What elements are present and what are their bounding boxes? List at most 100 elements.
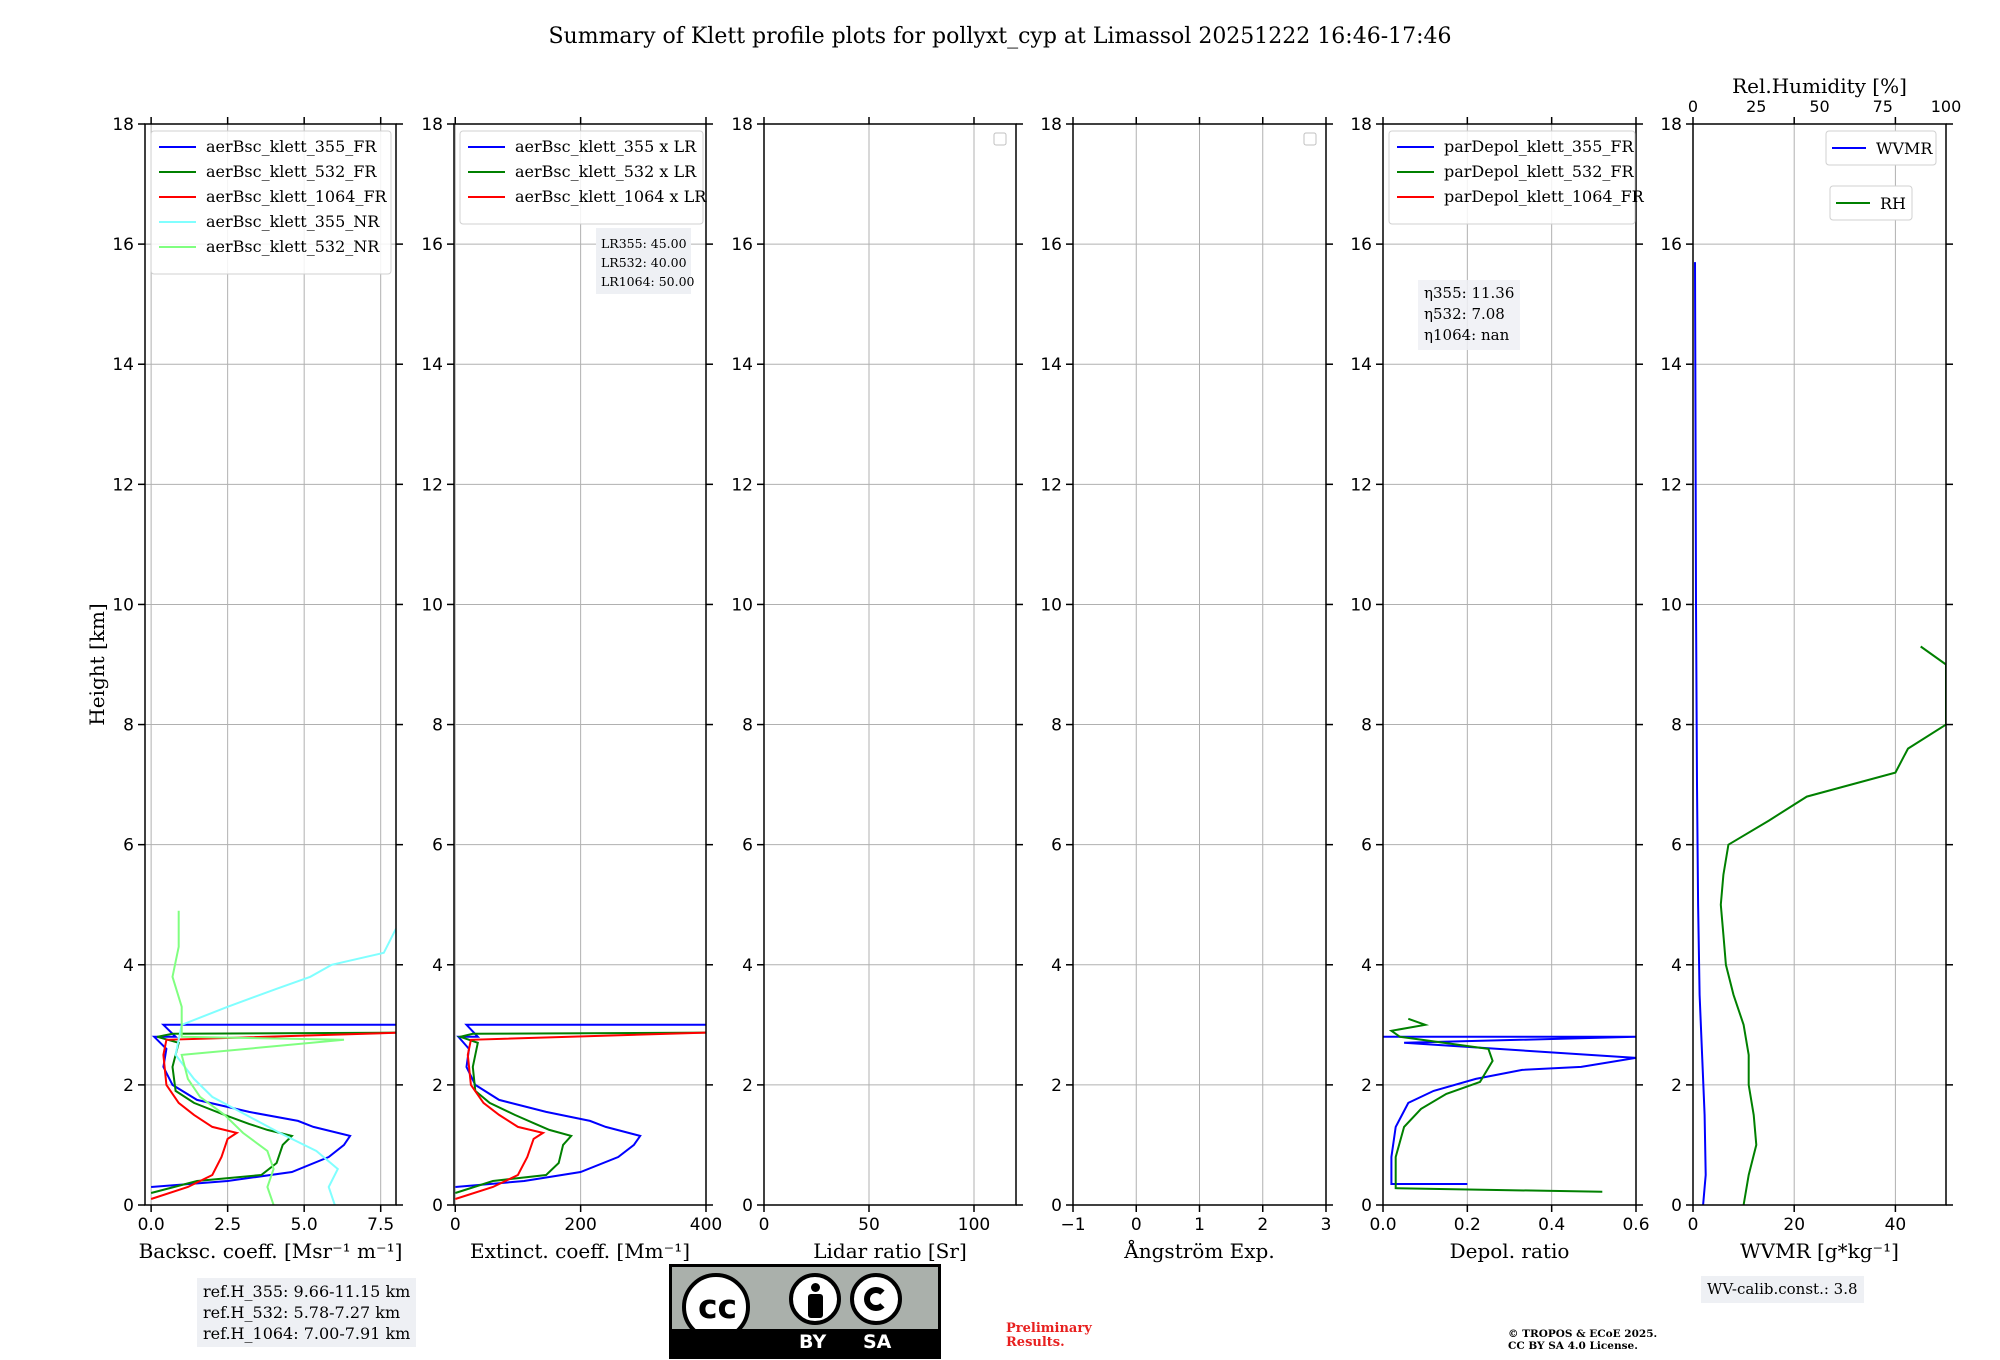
xtick-label: 7.5 <box>367 1215 394 1235</box>
cc-by-sa-badge: cc BY SA <box>669 1264 941 1359</box>
ytick-label: 2 <box>1671 1076 1682 1096</box>
series-aerBsc_klett_355 x LR <box>455 1023 706 1188</box>
ytick-label: 0 <box>123 1196 134 1216</box>
xtick-label: 5.0 <box>291 1215 318 1235</box>
xtick-label: 0 <box>759 1215 770 1235</box>
ytick-label: 6 <box>742 836 753 856</box>
legend-box <box>1829 185 1913 221</box>
panel-depol: 0 2 4 6 8 10 12 14 16 18 0.0 0.2 0.4 0.6 Depol. ratio p… <box>1350 115 1649 1263</box>
ytick-label: 2 <box>123 1076 134 1096</box>
ytick-label: 10 <box>1660 595 1682 615</box>
legend-entry: aerBsc_klett_532_FR <box>206 162 377 181</box>
series-aerBsc_klett_532_FR <box>150 1031 396 1194</box>
ytick-label: 16 <box>112 235 134 255</box>
ytick-label: 16 <box>421 235 443 255</box>
xtick-label: 40 <box>1885 1215 1907 1235</box>
ytick-label: 12 <box>731 475 753 495</box>
ytick-label: 4 <box>1051 956 1062 976</box>
y-axis-label: Height [km] <box>85 603 109 725</box>
top-xtick-label: 0 <box>1688 97 1698 116</box>
ytick-label: 2 <box>1361 1076 1372 1096</box>
xtick-label: 2 <box>1257 1215 1268 1235</box>
ytick-label: 0 <box>1361 1196 1372 1216</box>
x-axis-label: WVMR [g*kg⁻¹] <box>1740 1239 1899 1263</box>
empty-legend <box>993 132 1007 146</box>
eta-entry: η355: 11.36 <box>1424 284 1514 302</box>
series-aerBsc_klett_1064 x LR <box>454 1031 706 1200</box>
ytick-label: 14 <box>731 355 753 375</box>
ref-height-355: ref.H_355: 9.66-11.15 km <box>203 1282 411 1301</box>
top-xtick-label: 50 <box>1809 97 1829 116</box>
ytick-label: 0 <box>1051 1196 1062 1216</box>
eta-entry: η532: 7.08 <box>1424 305 1505 323</box>
wv-calib-const: WV-calib.const.: 3.8 <box>1707 1280 1858 1298</box>
wv-calibration-box: WV-calib.const.: 3.8 <box>1701 1276 1864 1303</box>
series-RH <box>1719 645 1946 1205</box>
ytick-label: 16 <box>1350 235 1372 255</box>
ytick-label: 6 <box>1671 836 1682 856</box>
xtick-label: −1 <box>1060 1215 1085 1235</box>
xtick-label: 1 <box>1194 1215 1205 1235</box>
ytick-label: 8 <box>1361 716 1372 736</box>
copyright-line-1: © TROPOS & ECoE 2025. <box>1508 1328 1658 1340</box>
ytick-label: 2 <box>432 1076 443 1096</box>
preliminary-line-1: Preliminary <box>1006 1321 1092 1336</box>
ytick-label: 18 <box>731 115 753 135</box>
top-xtick-label: 100 <box>1931 97 1962 116</box>
ytick-label: 4 <box>1671 956 1682 976</box>
ytick-label: 14 <box>421 355 443 375</box>
series-group <box>1694 262 1946 1205</box>
x-axis-label: Backsc. coeff. [Msr⁻¹ m⁻¹] <box>139 1239 403 1263</box>
ref-height-1064: ref.H_1064: 7.00-7.91 km <box>203 1324 411 1343</box>
ytick-label: 12 <box>1350 475 1372 495</box>
ref-height-532: ref.H_532: 5.78-7.27 km <box>203 1303 401 1322</box>
series-aerBsc_klett_1064_FR <box>150 1031 396 1200</box>
ytick-label: 2 <box>742 1076 753 1096</box>
panel-wvmr-rh: 0 2 4 6 8 10 12 14 16 18 0 20 40 WVMR [g*kg⁻¹] 0 25 50 75… <box>1660 74 1961 1263</box>
cc-text: cc <box>698 1287 738 1326</box>
series-aerBsc_klett_355_NR <box>174 928 396 1205</box>
legend-box <box>1388 130 1636 225</box>
ytick-label: 14 <box>112 355 134 375</box>
ytick-label: 18 <box>421 115 443 135</box>
x-axis-label: Lidar ratio [Sr] <box>813 1239 967 1263</box>
top-xtick-label: 25 <box>1746 97 1766 116</box>
series-aerBsc_klett_532_NR <box>171 910 345 1205</box>
series-WVMR <box>1694 262 1707 1205</box>
xtick-label: 0.6 <box>1622 1215 1649 1235</box>
ytick-label: 14 <box>1350 355 1372 375</box>
copyright-line-2: CC BY SA 4.0 License. <box>1508 1340 1638 1352</box>
xtick-label: 3 <box>1321 1215 1332 1235</box>
legend-entry: aerBsc_klett_355_FR <box>206 137 377 156</box>
eta-entry: η1064: nan <box>1424 326 1510 344</box>
xtick-label: 0.0 <box>1369 1215 1396 1235</box>
ytick-label: 6 <box>432 836 443 856</box>
ytick-label: 14 <box>1660 355 1682 375</box>
ytick-label: 8 <box>742 716 753 736</box>
figure-title: Summary of Klett profile plots for polly… <box>548 24 1451 49</box>
ytick-label: 18 <box>1660 115 1682 135</box>
ytick-label: 6 <box>1051 836 1062 856</box>
series-group <box>454 1023 706 1200</box>
xtick-label: 200 <box>564 1215 596 1235</box>
legend-entry: aerBsc_klett_1064 x LR <box>515 187 707 206</box>
ytick-label: 2 <box>1051 1076 1062 1096</box>
ytick-label: 8 <box>1671 716 1682 736</box>
empty-legend <box>1303 132 1317 146</box>
xtick-label: 2.5 <box>214 1215 241 1235</box>
series-group <box>1383 1017 1636 1193</box>
legend-entry: parDepol_klett_355_FR <box>1444 137 1635 156</box>
series-aerBsc_klett_532 x LR <box>454 1031 706 1194</box>
ytick-label: 10 <box>421 595 443 615</box>
series-parDepol_klett_532_FR <box>1388 1017 1603 1193</box>
legend-entry: aerBsc_klett_1064_FR <box>206 187 388 206</box>
legend-box <box>1825 130 1937 166</box>
ytick-label: 18 <box>112 115 134 135</box>
ytick-label: 16 <box>731 235 753 255</box>
legend-box <box>150 130 392 275</box>
x-axis-label: Extinct. coeff. [Mm⁻¹] <box>470 1239 690 1263</box>
ytick-label: 4 <box>432 956 443 976</box>
xtick-label: 50 <box>858 1215 880 1235</box>
legend-entry: parDepol_klett_1064_FR <box>1444 187 1645 206</box>
xtick-label: 0 <box>1131 1215 1142 1235</box>
